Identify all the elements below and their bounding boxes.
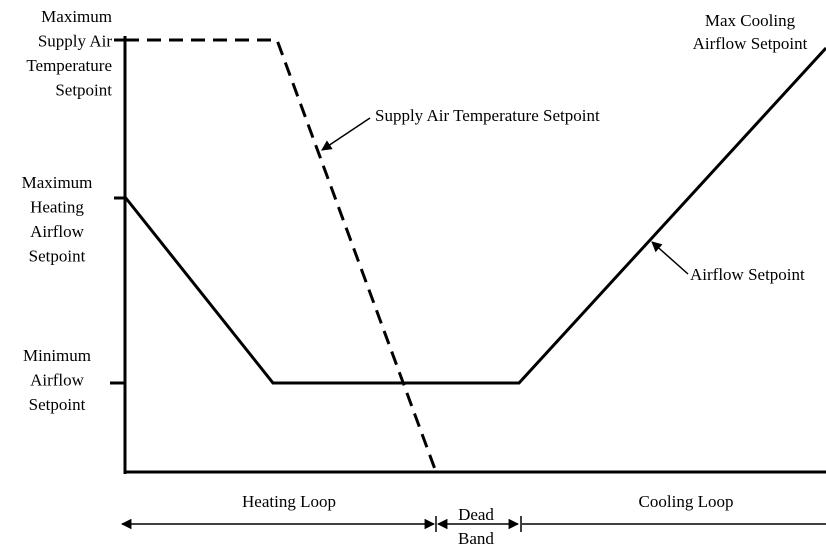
loop-label: Cooling Loop [639, 492, 734, 511]
axis-label: Setpoint [55, 80, 112, 99]
axis-label: Setpoint [29, 395, 86, 414]
axis-label: Supply Air [38, 31, 112, 50]
axis-label: Airflow [30, 222, 85, 241]
annotation: Max Cooling [705, 11, 796, 30]
annotation-arrow [651, 241, 689, 275]
loop-label: Heating Loop [242, 492, 336, 511]
airflow-line [123, 46, 826, 385]
annotation: Airflow Setpoint [690, 265, 805, 284]
annotation: Supply Air Temperature Setpoint [375, 106, 600, 125]
axis-label: Setpoint [29, 246, 86, 265]
loop-label: Dead [458, 505, 494, 524]
loop-label: Band [458, 529, 494, 548]
axis-label: Maximum [22, 173, 93, 192]
axis-label: Airflow [30, 370, 85, 389]
supply-air-line [125, 38, 438, 473]
axis-label: Maximum [41, 7, 112, 26]
axis-label: Temperature [26, 56, 112, 75]
annotation: Airflow Setpoint [693, 34, 808, 53]
axis-label: Minimum [23, 346, 91, 365]
annotation-arrow [321, 117, 371, 151]
axis-label: Heating [30, 197, 84, 216]
